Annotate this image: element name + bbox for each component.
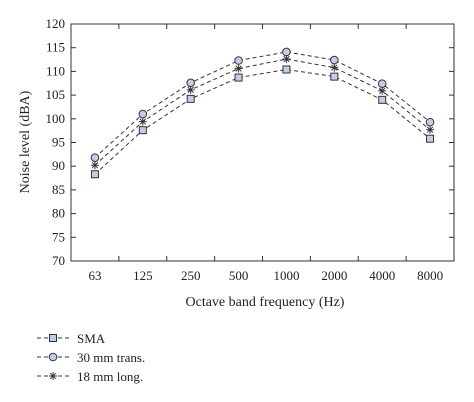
y-tick-label: 85 bbox=[52, 182, 65, 197]
legend-label: SMA bbox=[77, 331, 106, 346]
data-point bbox=[186, 94, 195, 103]
data-point bbox=[90, 161, 99, 170]
series-markers bbox=[90, 47, 435, 179]
legend: SMA 30 mm trans. 18 mm long. bbox=[37, 331, 145, 384]
data-point bbox=[234, 56, 243, 65]
x-axis-title: Octave band frequency (Hz) bbox=[186, 295, 345, 310]
data-point bbox=[90, 153, 100, 162]
y-tick-label: 95 bbox=[52, 135, 65, 150]
plot-frame bbox=[70, 23, 455, 262]
data-point bbox=[426, 134, 435, 143]
legend-label: 30 mm trans. bbox=[77, 350, 145, 365]
y-tick-label: 90 bbox=[52, 158, 65, 173]
y-tick-label: 100 bbox=[46, 111, 66, 126]
data-point bbox=[377, 79, 387, 89]
data-point bbox=[378, 95, 387, 104]
x-tick-label: 250 bbox=[181, 268, 201, 283]
y-tick-label: 75 bbox=[52, 229, 65, 244]
y-tick-label: 70 bbox=[52, 253, 65, 268]
legend-marker bbox=[49, 334, 57, 342]
data-point bbox=[186, 78, 195, 88]
y-tick-label: 105 bbox=[46, 87, 66, 102]
data-point bbox=[282, 55, 291, 64]
data-point bbox=[330, 72, 339, 81]
x-tick-label: 4000 bbox=[369, 268, 395, 283]
data-point bbox=[330, 63, 339, 72]
x-tick-label: 125 bbox=[133, 268, 153, 283]
data-point bbox=[425, 117, 435, 127]
y-tick-label: 115 bbox=[46, 40, 65, 55]
legend-marker bbox=[49, 372, 57, 380]
data-point bbox=[234, 73, 243, 82]
series-line-2 bbox=[94, 58, 431, 166]
data-point bbox=[90, 170, 99, 179]
data-point bbox=[138, 109, 148, 119]
series-line-0 bbox=[94, 68, 431, 175]
x-tick-label: 2000 bbox=[321, 268, 347, 283]
data-point bbox=[138, 117, 147, 126]
series-line-1 bbox=[94, 51, 431, 159]
chart-axes: 70 75 80 85 90 95 100 105 110 115 120 63 125 250 500 10… bbox=[46, 16, 455, 283]
x-tick-label: 8000 bbox=[417, 268, 443, 283]
x-tick-label: 500 bbox=[229, 268, 249, 283]
x-tick-label: 63 bbox=[88, 268, 101, 283]
y-tick-label: 110 bbox=[46, 63, 65, 78]
legend-label: 18 mm long. bbox=[77, 369, 143, 384]
data-point bbox=[186, 85, 195, 94]
data-point bbox=[138, 126, 147, 135]
legend-marker bbox=[48, 352, 58, 362]
data-point bbox=[282, 65, 291, 74]
y-tick-label: 120 bbox=[46, 16, 66, 31]
data-point bbox=[426, 125, 435, 134]
y-axis-title: Noise level (dBA) bbox=[18, 90, 33, 193]
data-point bbox=[282, 47, 291, 57]
y-tick-label: 80 bbox=[52, 206, 65, 221]
data-point bbox=[234, 64, 243, 73]
x-tick-label: 1000 bbox=[273, 268, 299, 283]
series-lines bbox=[94, 51, 431, 175]
data-point bbox=[378, 86, 387, 95]
data-point bbox=[330, 55, 339, 65]
